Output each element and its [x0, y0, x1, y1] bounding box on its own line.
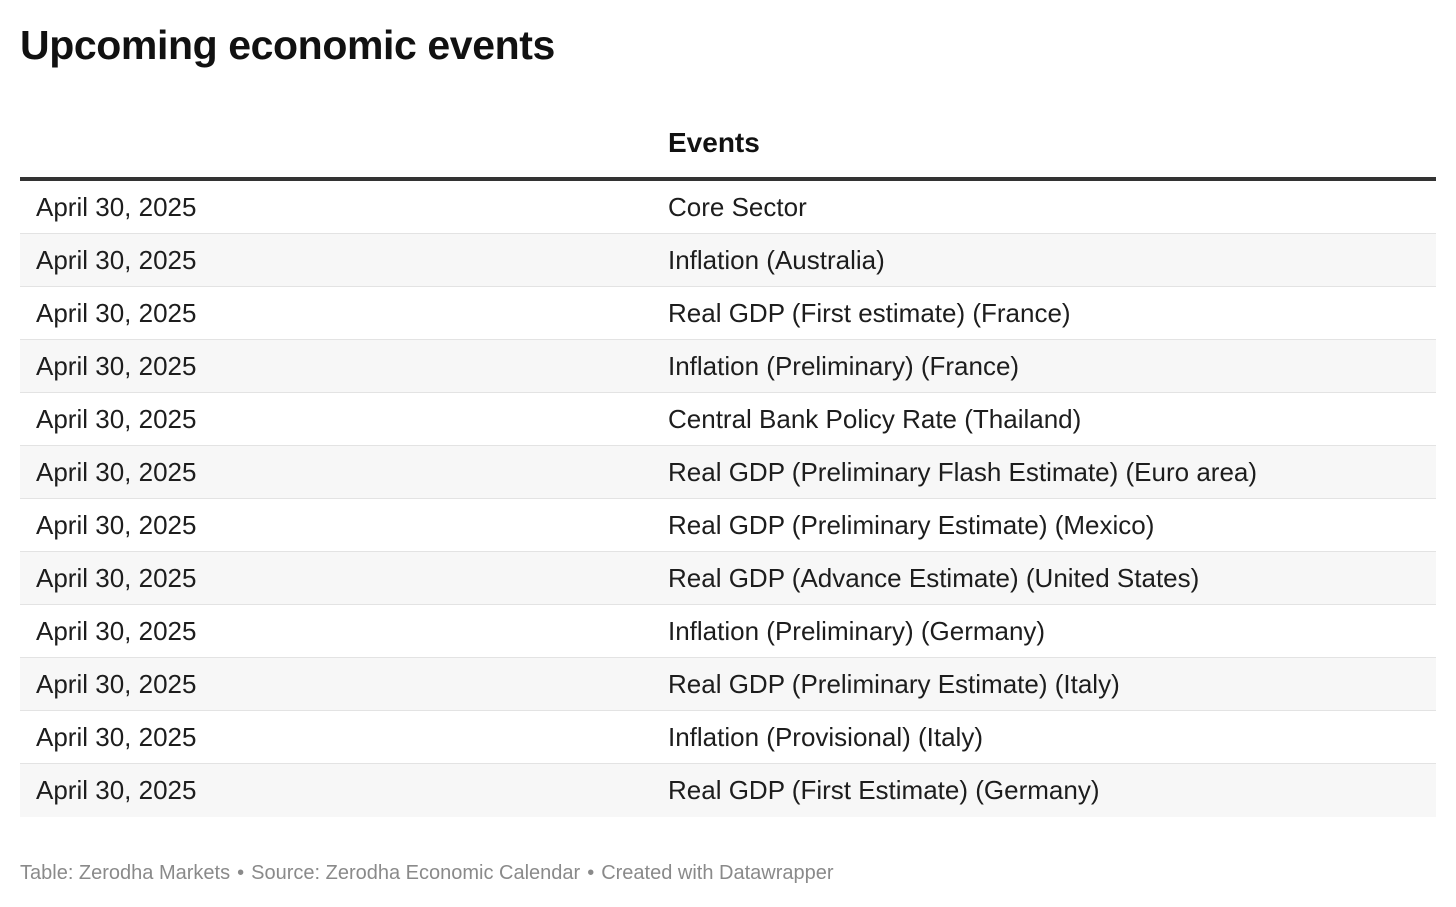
row-event: Inflation (Provisional) (Italy) — [668, 722, 983, 752]
row-event: Inflation (Preliminary) (France) — [668, 351, 1020, 381]
row-event: Inflation (Preliminary) (Germany) — [668, 616, 1046, 646]
table-row: April 30, 2025 Real GDP (First estimate)… — [20, 287, 1436, 340]
row-event: Real GDP (Preliminary Estimate) (Italy) — [668, 669, 1120, 699]
row-event: Core Sector — [668, 192, 807, 222]
row-date: April 30, 2025 — [36, 351, 197, 381]
row-date: April 30, 2025 — [36, 669, 197, 699]
table-row: April 30, 2025 Inflation (Preliminary) (… — [20, 340, 1436, 393]
source-credit: Source: Zerodha Economic Calendar — [251, 862, 581, 884]
row-date: April 30, 2025 — [36, 616, 197, 646]
row-date: April 30, 2025 — [36, 510, 197, 540]
row-event: Central Bank Policy Rate (Thailand) — [668, 404, 1082, 434]
row-date: April 30, 2025 — [36, 775, 197, 805]
table-row: April 30, 2025 Inflation (Provisional) (… — [20, 711, 1436, 764]
row-date: April 30, 2025 — [36, 298, 197, 328]
row-date: April 30, 2025 — [36, 192, 197, 222]
table-row: April 30, 2025 Inflation (Australia) — [20, 234, 1436, 287]
row-date: April 30, 2025 — [36, 404, 197, 434]
table-row: April 30, 2025 Real GDP (Advance Estimat… — [20, 552, 1436, 605]
separator: • — [237, 862, 245, 884]
page-title: Upcoming economic events — [20, 22, 555, 68]
header-events: Events — [668, 127, 760, 158]
row-date: April 30, 2025 — [36, 563, 197, 593]
table-row: April 30, 2025 Real GDP (First Estimate)… — [20, 764, 1436, 817]
table-row: April 30, 2025 Real GDP (Preliminary Est… — [20, 658, 1436, 711]
table-row: April 30, 2025 Inflation (Preliminary) (… — [20, 605, 1436, 658]
table-credit: Table: Zerodha Markets — [20, 862, 231, 884]
row-date: April 30, 2025 — [36, 457, 197, 487]
table-row: April 30, 2025 Core Sector — [20, 181, 1436, 234]
row-event: Real GDP (Advance Estimate) (United Stat… — [668, 563, 1200, 593]
created-with-link[interactable]: Created with Datawrapper — [601, 862, 834, 884]
row-date: April 30, 2025 — [36, 245, 197, 275]
row-event: Real GDP (Preliminary Flash Estimate) (E… — [668, 457, 1258, 487]
table-body: April 30, 2025 Core Sector April 30, 202… — [20, 181, 1436, 817]
footer-credits: Table: Zerodha Markets • Source: Zerodha E… — [20, 859, 834, 887]
table-row: April 30, 2025 Real GDP (Preliminary Est… — [20, 499, 1436, 552]
row-event: Inflation (Australia) — [668, 245, 885, 275]
row-event: Real GDP (First Estimate) (Germany) — [668, 775, 1100, 805]
separator: • — [587, 862, 595, 884]
events-table: Events April 30, 2025 Core Sector April … — [20, 113, 1436, 817]
table-header: Events — [20, 113, 1436, 181]
table-row: April 30, 2025 Central Bank Policy Rate … — [20, 393, 1436, 446]
row-event: Real GDP (First estimate) (France) — [668, 298, 1071, 328]
row-date: April 30, 2025 — [36, 722, 197, 752]
table-row: April 30, 2025 Real GDP (Preliminary Fla… — [20, 446, 1436, 499]
row-event: Real GDP (Preliminary Estimate) (Mexico) — [668, 510, 1155, 540]
